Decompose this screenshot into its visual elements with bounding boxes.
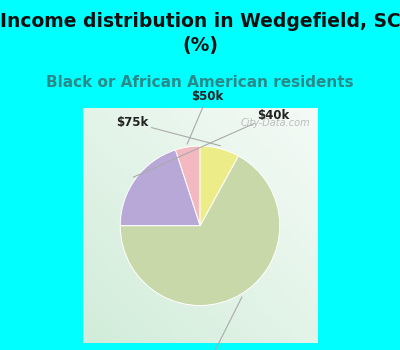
Wedge shape <box>200 146 238 226</box>
Wedge shape <box>175 146 200 226</box>
Wedge shape <box>120 156 280 306</box>
Text: $40k: $40k <box>133 108 289 177</box>
Wedge shape <box>120 150 200 226</box>
Text: $75k: $75k <box>116 116 220 146</box>
Text: Black or African American residents: Black or African American residents <box>46 75 354 90</box>
Text: City-Data.com: City-Data.com <box>240 118 310 128</box>
Text: Income distribution in Wedgefield, SC
(%): Income distribution in Wedgefield, SC (%… <box>0 12 400 55</box>
Text: $50k: $50k <box>187 90 224 144</box>
Text: $30k: $30k <box>193 297 242 350</box>
